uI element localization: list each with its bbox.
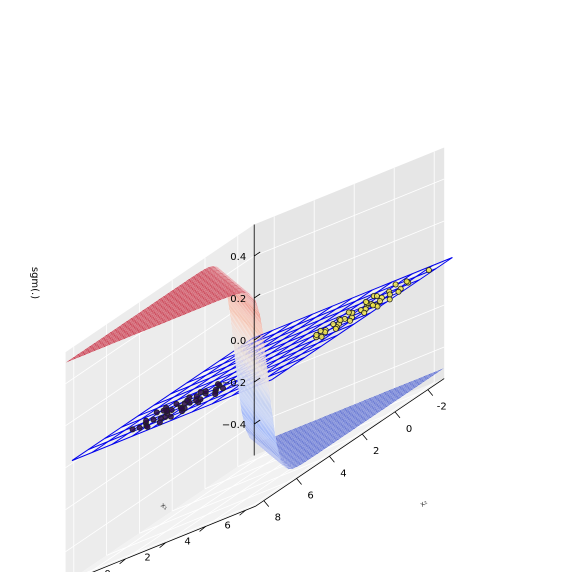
surface-front (229, 309, 445, 470)
x1-tick (296, 478, 302, 485)
x2-tick-label: 4 (184, 536, 190, 547)
x1-tick (263, 500, 270, 507)
surface-patch (250, 294, 260, 314)
scatter-point (386, 296, 393, 303)
scatter-point (330, 321, 337, 328)
scatter-point (395, 288, 402, 295)
scatter-point (345, 309, 352, 316)
scatter-point (318, 333, 325, 340)
x1-tick-label: 6 (307, 490, 313, 501)
x1-tick-label: -2 (437, 402, 447, 413)
surface-patch (262, 337, 273, 413)
z-tick (253, 419, 261, 425)
gridline (89, 447, 275, 572)
scatter-point (337, 317, 344, 324)
scatter-point (403, 278, 410, 285)
scatter-point (160, 407, 167, 414)
z-tick-label: −0.4 (222, 420, 246, 431)
z-tick-label: 0.2 (230, 294, 246, 305)
scatter-point (167, 413, 174, 420)
gridline (106, 478, 297, 556)
x1-tick-label: 0 (406, 424, 412, 435)
pane-back-left (65, 224, 255, 572)
scatter-point (332, 325, 339, 332)
scatter-point (143, 417, 150, 424)
scatter-point (129, 426, 136, 433)
scatter-point (202, 388, 209, 395)
axis-gridlines (65, 151, 445, 572)
scatter-point (362, 298, 369, 305)
scatter-point (184, 397, 191, 404)
x2-tick-label: 2 (144, 553, 150, 564)
x1-tick (394, 411, 401, 419)
scatter-point (173, 400, 180, 407)
x2-tick-label: 6 (224, 520, 230, 531)
scatter-point (193, 397, 200, 404)
x1-tick (329, 455, 335, 463)
gridline (254, 346, 445, 425)
x2-tick-label: 0 (104, 569, 110, 572)
x1-tick-label: 8 (275, 513, 281, 524)
x1-tick (427, 389, 434, 396)
gridline (139, 455, 330, 534)
scatter-point (156, 419, 163, 426)
plane-line (271, 257, 453, 381)
plane-line (111, 321, 293, 445)
gridline (254, 220, 445, 299)
gridline (65, 423, 255, 552)
z-axis-label: sgm(.) (29, 267, 40, 299)
scatter-point (373, 293, 380, 300)
scatter-point (313, 331, 320, 338)
scatter-point (197, 388, 204, 395)
scatter-point (425, 267, 432, 274)
scatter-point (361, 309, 368, 316)
scatter-point (136, 424, 143, 431)
scatter-point (317, 327, 324, 334)
z-tick-label: 0.0 (230, 336, 246, 347)
x1-tick-label: 4 (340, 468, 346, 479)
gridline (86, 500, 264, 572)
z-tick (253, 377, 261, 383)
scatter-point (153, 409, 160, 416)
gridline (65, 381, 255, 510)
x1-axis-line (255, 378, 445, 507)
scatter-point (219, 385, 226, 392)
gridline (172, 433, 363, 512)
scatter-point (178, 405, 185, 412)
x2-tick (199, 526, 206, 532)
gridline (254, 178, 445, 257)
scatter-point (168, 406, 175, 413)
gridline (245, 382, 435, 511)
scatter-point (386, 291, 393, 298)
z-tick-label: 0.4 (230, 252, 246, 263)
x1-axis-label: x₁ (159, 501, 170, 512)
x2-tick (159, 542, 166, 548)
z-tick-label: −0.2 (222, 378, 246, 389)
z-tick (253, 335, 261, 341)
z-tick (253, 251, 261, 257)
scatter-point (392, 281, 399, 288)
scatter-point (346, 317, 353, 324)
x2-tick (239, 509, 246, 516)
scatter-point (376, 298, 383, 305)
x2-axis-label: x₂ (419, 498, 430, 509)
x1-tick (361, 433, 368, 441)
scatter-point (144, 423, 151, 430)
scatter-points (129, 267, 432, 433)
scatter-point (214, 381, 221, 388)
scatter-point (369, 302, 376, 309)
plane-line (71, 338, 253, 462)
x1-tick-label: 2 (373, 446, 379, 457)
plane-line (191, 289, 373, 413)
scatter-point (150, 416, 157, 423)
x2-axis-line (92, 505, 256, 572)
surface-back (65, 265, 269, 375)
x2-tick (119, 558, 126, 565)
z-tick (253, 293, 261, 299)
gridline (65, 297, 255, 426)
scatter-point (212, 391, 219, 398)
plane-line (251, 265, 433, 389)
